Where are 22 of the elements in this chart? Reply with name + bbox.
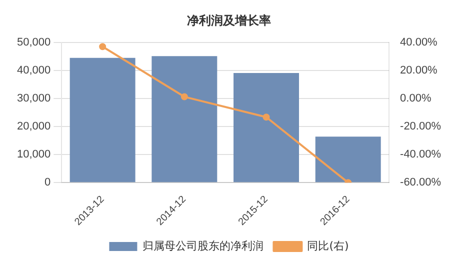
y2-tick-label: 40.00% bbox=[400, 36, 438, 48]
y2-tick-label: -60.00% bbox=[400, 176, 442, 189]
y-tick-label: 30,000 bbox=[16, 92, 51, 104]
y-tick-label: 40,000 bbox=[16, 64, 51, 76]
y-tick-label: 10,000 bbox=[16, 148, 51, 161]
y2-tick-label: 0.00% bbox=[400, 92, 432, 104]
point bbox=[262, 114, 270, 121]
legend-label: 同比(右) bbox=[307, 239, 349, 252]
chart-title: 净利润及增长率 bbox=[187, 13, 271, 28]
bar bbox=[152, 56, 218, 182]
bar bbox=[70, 58, 136, 182]
y2-tick-label: 20.00% bbox=[400, 64, 438, 76]
legend-label: 归属母公司股东的净利润 bbox=[142, 239, 264, 252]
y-tick-label: 50,000 bbox=[16, 36, 51, 48]
y2-tick-label: -20.00% bbox=[400, 120, 442, 133]
y-tick-label: 20,000 bbox=[16, 120, 51, 133]
y2-tick-label: -40.00% bbox=[400, 148, 442, 161]
bar bbox=[315, 136, 381, 182]
bar bbox=[234, 72, 299, 182]
point bbox=[99, 43, 106, 50]
point bbox=[180, 93, 188, 100]
y-tick-label: 0 bbox=[44, 176, 51, 189]
